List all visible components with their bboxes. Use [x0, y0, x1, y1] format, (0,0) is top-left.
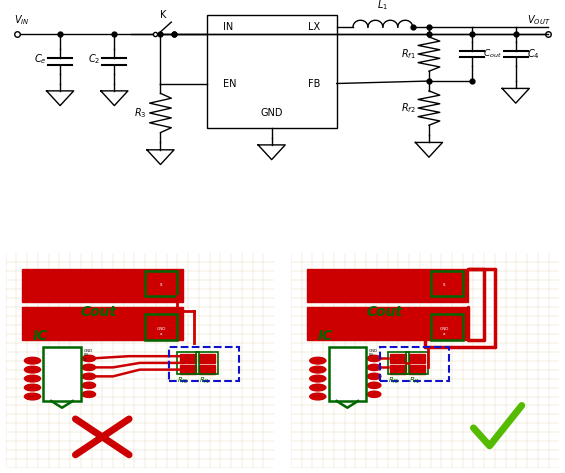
Ellipse shape: [82, 373, 95, 379]
Bar: [406, 352, 428, 374]
Text: GND: GND: [369, 349, 378, 353]
Ellipse shape: [24, 366, 41, 373]
Ellipse shape: [82, 382, 95, 388]
Ellipse shape: [367, 373, 381, 379]
Ellipse shape: [82, 355, 95, 361]
Text: $V_{OUT}$: $V_{OUT}$: [527, 13, 551, 27]
Bar: [307, 307, 468, 341]
Text: s: s: [443, 282, 445, 287]
Ellipse shape: [310, 366, 326, 373]
Bar: [329, 347, 366, 401]
Ellipse shape: [82, 391, 95, 397]
Ellipse shape: [310, 357, 326, 364]
Text: FB: FB: [308, 79, 320, 88]
Bar: [409, 354, 425, 363]
Ellipse shape: [310, 384, 326, 391]
Ellipse shape: [24, 375, 41, 382]
Text: $R_{f2}$: $R_{f2}$: [388, 376, 399, 386]
Text: $L_1$: $L_1$: [377, 0, 388, 12]
Text: 2: 2: [84, 358, 86, 362]
Text: $R_{f2}$: $R_{f2}$: [177, 376, 189, 386]
Bar: [388, 352, 409, 374]
Bar: [177, 352, 199, 374]
Text: $C_{out}$: $C_{out}$: [483, 48, 502, 60]
Text: $R_{f1}$: $R_{f1}$: [199, 376, 210, 386]
Text: EN: EN: [223, 79, 236, 88]
Bar: [199, 365, 215, 374]
Bar: [207, 15, 337, 128]
Bar: [43, 347, 81, 401]
Text: $C_e$: $C_e$: [34, 52, 46, 66]
Text: IC: IC: [32, 330, 47, 343]
Bar: [199, 354, 215, 363]
Text: s: s: [160, 282, 163, 287]
Bar: [307, 269, 468, 302]
Ellipse shape: [367, 382, 381, 388]
Bar: [21, 269, 182, 302]
Text: IC: IC: [318, 330, 333, 343]
Text: FB: FB: [369, 353, 373, 357]
Text: $V_{IN}$: $V_{IN}$: [14, 13, 29, 27]
Bar: [390, 354, 406, 363]
Bar: [431, 271, 463, 296]
Text: Cout: Cout: [81, 305, 117, 319]
Bar: [145, 271, 177, 296]
Text: $R_{f1}$: $R_{f1}$: [409, 376, 420, 386]
Text: FB: FB: [84, 353, 88, 357]
Text: a: a: [160, 332, 163, 336]
Bar: [431, 314, 463, 341]
Bar: [145, 314, 177, 341]
Ellipse shape: [310, 393, 326, 400]
Bar: [21, 307, 182, 341]
Text: IN: IN: [223, 22, 233, 32]
Text: $R_{f1}$: $R_{f1}$: [401, 47, 415, 61]
Text: GND: GND: [157, 327, 166, 331]
Ellipse shape: [367, 391, 381, 397]
Text: K: K: [160, 9, 166, 20]
Text: $R_3$: $R_3$: [134, 106, 147, 120]
Bar: [390, 365, 406, 374]
Text: Cout: Cout: [366, 305, 402, 319]
Text: $R_{f2}$: $R_{f2}$: [401, 101, 415, 115]
Ellipse shape: [24, 357, 41, 364]
Bar: [180, 354, 196, 363]
Ellipse shape: [367, 355, 381, 361]
Text: GND: GND: [260, 108, 283, 118]
Ellipse shape: [367, 364, 381, 370]
Ellipse shape: [310, 375, 326, 382]
Text: LX: LX: [308, 22, 320, 32]
Text: GND: GND: [84, 349, 93, 353]
Bar: [409, 365, 425, 374]
Ellipse shape: [24, 393, 41, 400]
Text: GND: GND: [439, 327, 449, 331]
Bar: [170, 347, 239, 381]
Text: $C_2$: $C_2$: [89, 52, 101, 66]
Ellipse shape: [82, 364, 95, 370]
Bar: [196, 352, 218, 374]
Bar: [380, 347, 449, 381]
Bar: [180, 365, 196, 374]
Text: a: a: [443, 332, 445, 336]
Text: $C_4$: $C_4$: [527, 47, 540, 61]
Ellipse shape: [24, 384, 41, 391]
